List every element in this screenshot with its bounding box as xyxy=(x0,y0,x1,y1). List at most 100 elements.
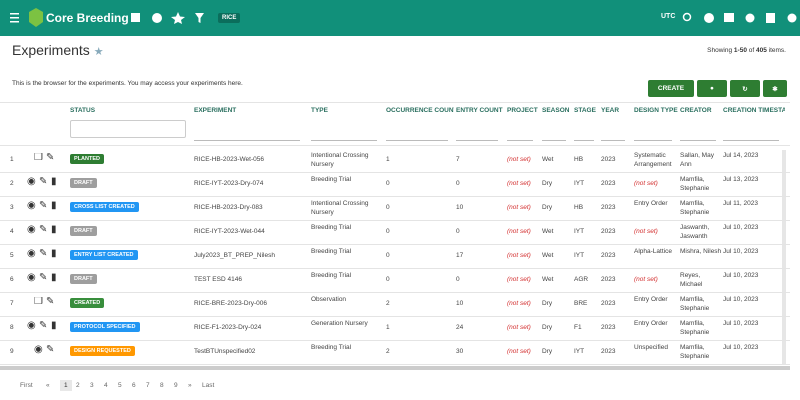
row-line xyxy=(0,220,790,221)
cell-text: Systematic Arrangement xyxy=(634,152,672,168)
row-line xyxy=(0,316,790,317)
row-action[interactable]: ▮ xyxy=(51,225,57,234)
refresh-button[interactable]: ↻ xyxy=(730,80,760,97)
row-action[interactable]: ▮ xyxy=(51,321,57,330)
row-line xyxy=(0,196,790,197)
settings-button[interactable]: ✱ xyxy=(763,80,787,97)
row-action[interactable]: ✎ xyxy=(39,249,48,258)
page-link[interactable]: 7 xyxy=(146,382,150,389)
cell-text: Dry xyxy=(542,300,553,307)
row-action[interactable]: ✎ xyxy=(46,153,55,162)
brand[interactable]: Core Breeding xyxy=(46,11,129,25)
row-action[interactable]: ✎ xyxy=(39,201,48,210)
page-link[interactable]: 5 xyxy=(118,382,122,389)
row-action[interactable]: ◉ xyxy=(34,345,43,354)
column-header[interactable]: PROJECT xyxy=(507,107,538,114)
page-link[interactable]: Last xyxy=(202,382,215,389)
column-header[interactable]: STATUS xyxy=(70,107,96,114)
row-action[interactable]: ✎ xyxy=(39,321,48,330)
cell-text: Dry xyxy=(542,204,553,211)
page-link[interactable]: 6 xyxy=(132,382,136,389)
row-action[interactable]: ◉ xyxy=(27,201,36,210)
row-action[interactable]: ◉ xyxy=(27,321,36,330)
h-scrollbar[interactable] xyxy=(0,366,790,370)
column-header[interactable]: CREATION TIMESTAMP xyxy=(723,107,785,114)
row-action[interactable]: ◉ xyxy=(27,177,36,186)
page-link[interactable]: First xyxy=(20,382,33,389)
cell-text: Entry Order xyxy=(634,200,668,207)
cell-text: F1 xyxy=(574,324,582,331)
cell-text: (not set) xyxy=(507,300,531,307)
cell-text: Unspecified xyxy=(634,344,668,351)
page-link[interactable]: 8 xyxy=(160,382,164,389)
column-header[interactable]: EXPERIMENT xyxy=(194,107,237,114)
cell-text: Wet xyxy=(542,228,554,235)
row-line xyxy=(0,268,790,269)
row-action[interactable]: ◉ xyxy=(27,225,36,234)
column-header[interactable]: ENTRY COUNT xyxy=(456,107,503,114)
cell-text: Sallan, May Ann xyxy=(680,152,714,168)
row-action[interactable]: ▮ xyxy=(51,201,57,210)
row-line xyxy=(0,172,790,173)
column-header[interactable]: TYPE xyxy=(311,107,328,114)
filter-underline xyxy=(723,140,779,141)
column-header[interactable]: YEAR xyxy=(601,107,620,114)
page-link[interactable]: « xyxy=(46,382,50,389)
cell-text: 7 xyxy=(456,156,460,163)
cell-text: Jul 13, 2023 xyxy=(723,176,759,183)
status-badge: DESIGN REQUESTED xyxy=(70,346,135,356)
cell-text: Mamfila, Stephanie xyxy=(680,176,710,192)
column-header[interactable]: CREATOR xyxy=(680,107,712,114)
description: This is the browser for the experiments.… xyxy=(12,80,243,87)
row-action[interactable]: ❐ xyxy=(34,153,43,162)
v-scrollbar[interactable] xyxy=(782,150,786,365)
summary-part: items. xyxy=(766,47,786,54)
row-action[interactable]: ✎ xyxy=(39,225,48,234)
page-link[interactable]: 3 xyxy=(90,382,94,389)
page-link[interactable]: 9 xyxy=(174,382,178,389)
row-action[interactable]: ✎ xyxy=(39,177,48,186)
row-action[interactable]: ✎ xyxy=(39,273,48,282)
cell-text: Breeding Trial xyxy=(311,224,352,231)
filter-underline xyxy=(680,140,716,141)
summary: Showing 1-50 of 405 items. xyxy=(707,47,786,54)
cell-text: 1 xyxy=(386,156,390,163)
cell-text: RICE-F1-2023-Dry-024 xyxy=(194,324,262,331)
page-link[interactable]: 2 xyxy=(76,382,80,389)
cell-text: 2023 xyxy=(601,228,616,235)
row-action[interactable]: ✎ xyxy=(46,345,55,354)
program-tag[interactable]: RICE xyxy=(218,13,241,23)
cell-text: (not set) xyxy=(507,324,531,331)
column-header[interactable]: DESIGN TYPE xyxy=(634,107,678,114)
row-action[interactable]: ▮ xyxy=(51,249,57,258)
column-header[interactable]: OCCURRENCE COUNT xyxy=(386,107,454,114)
page-link[interactable]: 1 xyxy=(60,380,72,391)
cell-text: 2023 xyxy=(601,252,616,259)
page-link[interactable]: » xyxy=(188,382,192,389)
cell-text: Wet xyxy=(542,252,554,259)
row-action[interactable]: ✎ xyxy=(46,297,55,306)
cell-text: Jul 10, 2023 xyxy=(723,320,759,327)
cell-text: Mamfila, Stephanie xyxy=(680,296,710,312)
row-number: 1 xyxy=(10,156,14,163)
row-action[interactable]: ◉ xyxy=(27,273,36,282)
row-action[interactable]: ◉ xyxy=(27,249,36,258)
status-filter[interactable] xyxy=(70,120,186,138)
page-link[interactable]: 4 xyxy=(104,382,108,389)
notify-button[interactable]: ● xyxy=(697,80,727,97)
star[interactable]: ★ xyxy=(93,46,104,58)
filter-underline xyxy=(194,140,300,141)
create-button[interactable]: CREATE xyxy=(648,80,694,97)
filter-underline xyxy=(634,140,672,141)
row-number: 6 xyxy=(10,276,14,283)
row-action[interactable]: ▮ xyxy=(51,177,57,186)
cell-text: Wet xyxy=(542,156,554,163)
column-header[interactable]: SEASON xyxy=(542,107,570,114)
column-header[interactable]: STAGE xyxy=(574,107,596,114)
cell-text: Jaswanth, Jaswanth xyxy=(680,224,710,240)
cell-text: 2023 xyxy=(601,348,616,355)
row-action[interactable]: ❐ xyxy=(34,297,43,306)
row-action[interactable]: ▮ xyxy=(51,273,57,282)
cell-text: (not set) xyxy=(507,252,531,259)
